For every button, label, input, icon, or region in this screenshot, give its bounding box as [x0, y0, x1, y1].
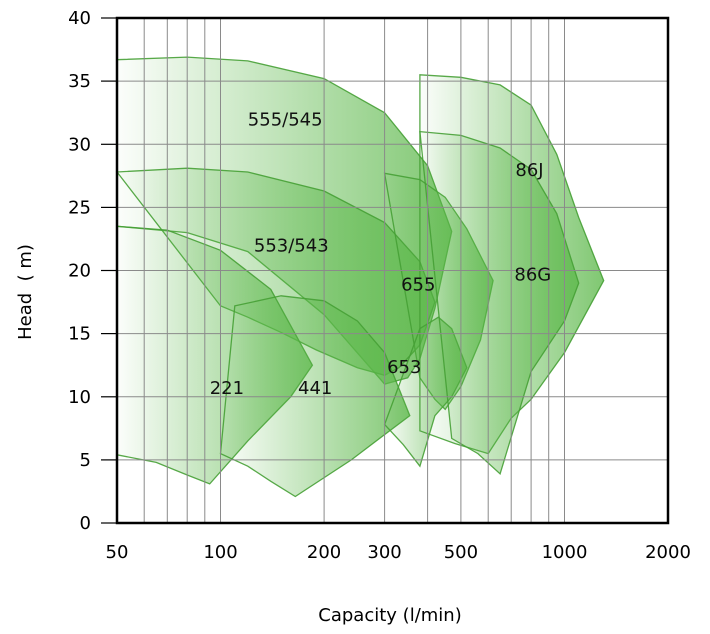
region-441 [220, 295, 410, 497]
region-label-441: 441 [298, 378, 332, 399]
y-tick-label: 5 [80, 450, 91, 471]
x-tick-label: 100 [203, 542, 237, 563]
y-tick-label: 0 [80, 513, 91, 534]
performance-regions [115, 56, 605, 498]
y-tick-label: 15 [68, 324, 91, 345]
y-tick-label: 10 [68, 387, 91, 408]
y-tick-label: 35 [68, 71, 91, 92]
region-edge-86J [419, 74, 605, 455]
region-label-655: 655 [401, 275, 435, 296]
region-label-221: 221 [210, 378, 244, 399]
y-tick-label: 20 [68, 261, 91, 282]
y-tick-label: 40 [68, 8, 91, 29]
y-tick-label: 25 [68, 197, 91, 218]
x-tick-label: 50 [106, 542, 129, 563]
region-label-653: 653 [387, 357, 421, 378]
x-tick-label: 300 [367, 542, 401, 563]
x-tick-label: 2000 [645, 542, 691, 563]
x-axis-title: Capacity (l/min) [318, 605, 461, 626]
region-label-86J: 86J [515, 160, 543, 181]
x-tick-label: 500 [444, 542, 478, 563]
x-axis-ticks: 50 100 200 300 500 1000 2000 [106, 542, 691, 563]
x-tick-label: 1000 [542, 542, 588, 563]
region-label-553-543: 553/543 [254, 236, 329, 257]
region-86G [419, 131, 579, 474]
region-label-86G: 86G [514, 265, 551, 286]
region-labels: 555/545 553/543 221 441 655 653 86J 86G [210, 109, 552, 399]
y-axis-title: Head ( m) [15, 244, 36, 340]
region-edge-86G [419, 130, 580, 475]
y-tick-label: 30 [68, 134, 91, 155]
x-tick-label: 200 [307, 542, 341, 563]
region-label-555-545: 555/545 [248, 109, 323, 130]
y-axis-ticks: 0 5 10 15 20 25 30 35 40 [68, 8, 117, 534]
